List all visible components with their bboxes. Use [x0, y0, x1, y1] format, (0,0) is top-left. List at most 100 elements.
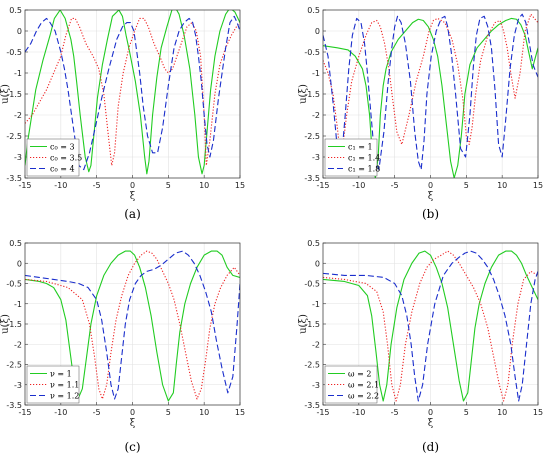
y-axis-label: u(ξ)	[298, 314, 309, 334]
x-tick-label: 10	[497, 408, 507, 417]
x-tick-label: -15	[18, 181, 31, 190]
legend-box	[324, 138, 378, 177]
y-tick-label: -2	[312, 111, 320, 120]
x-tick-label: 15	[533, 181, 543, 190]
plot-frame	[322, 9, 539, 179]
chart-panel: -15 -10 -5 0 5 10 15 0.5 0 -0.5 -1 -1.5 -2 -2.5 -3 -3.5…	[0, 6, 245, 221]
series-line	[323, 250, 538, 402]
series-line	[25, 250, 240, 400]
y-tick-label: 0.5	[9, 6, 22, 15]
x-tick-label: 0	[428, 181, 433, 190]
plot-frame	[24, 9, 241, 179]
y-tick-label: -2	[14, 340, 22, 349]
panel-caption: (a)	[124, 207, 141, 221]
series-line	[25, 10, 240, 175]
series-line	[323, 13, 538, 154]
x-tick-label: 5	[464, 181, 469, 190]
y-tick-label: -1.5	[304, 320, 320, 329]
x-tick-label: 15	[533, 408, 543, 417]
chart-panel: -15 -10 -5 0 5 10 15 0.5 0 -0.5 -1 -1.5 -2 -2.5 -3 -3.5…	[298, 239, 543, 454]
x-tick-label: 10	[199, 408, 209, 417]
x-tick-label: -15	[316, 181, 329, 190]
panel-caption: (c)	[124, 440, 140, 454]
y-tick-label: -3.5	[304, 174, 320, 183]
x-tick-label: -15	[18, 408, 31, 417]
y-tick-label: -1.5	[6, 90, 22, 99]
legend-label: c₁ = 1.4	[348, 154, 380, 163]
y-tick-label: -3.5	[304, 401, 320, 410]
y-tick-label: 0.5	[307, 6, 320, 15]
legend-label: c₀ = 3	[50, 143, 75, 152]
y-tick-label: -2	[312, 340, 320, 349]
y-tick-label: -1	[312, 69, 320, 78]
x-tick-label: 0	[130, 408, 135, 417]
y-tick-label: -2.5	[6, 361, 22, 370]
y-tick-label: 0	[17, 259, 22, 268]
x-tick-label: 15	[235, 181, 245, 190]
y-tick-label: -1.5	[6, 320, 22, 329]
chart-panel: -15 -10 -5 0 5 10 15 0.5 0 -0.5 -1 -1.5 -2 -2.5 -3 -3.5…	[298, 6, 543, 221]
series-line	[25, 15, 240, 171]
legend-box	[324, 365, 378, 404]
y-tick-label: 0.5	[307, 239, 320, 248]
y-tick-label: 0	[315, 27, 320, 36]
legend-label: c₁ = 1.8	[348, 165, 380, 174]
x-tick-label: -10	[352, 408, 365, 417]
y-tick-label: -0.5	[304, 280, 320, 289]
x-axis-label: ξ	[130, 418, 136, 429]
x-tick-label: 10	[497, 181, 507, 190]
x-tick-label: 15	[235, 408, 245, 417]
x-tick-label: -5	[391, 181, 399, 190]
x-tick-label: -10	[54, 181, 67, 190]
y-tick-label: 0	[315, 259, 320, 268]
y-tick-label: -0.5	[6, 48, 22, 57]
y-axis-label: u(ξ)	[0, 314, 11, 334]
panel-caption: (b)	[422, 207, 439, 221]
legend-label: c₁ = 1	[348, 143, 373, 152]
x-axis-label: ξ	[130, 191, 136, 202]
x-axis-label: ξ	[428, 418, 434, 429]
legend-label: ν = 1.2	[50, 392, 79, 401]
x-axis-label: ξ	[428, 191, 434, 202]
x-tick-label: -5	[93, 181, 101, 190]
y-tick-label: -1.5	[304, 90, 320, 99]
x-tick-label: -15	[316, 408, 329, 417]
y-tick-label: -1	[14, 69, 22, 78]
legend-box	[26, 138, 80, 177]
y-tick-label: -3	[14, 153, 22, 162]
x-tick-label: 5	[464, 408, 469, 417]
x-tick-label: -5	[93, 408, 101, 417]
legend-label: c₀ = 3.5	[50, 154, 82, 163]
y-tick-label: -2.5	[304, 132, 320, 141]
chart-panel: -15 -10 -5 0 5 10 15 0.5 0 -0.5 -1 -1.5 -2 -2.5 -3 -3.5…	[0, 239, 245, 454]
x-tick-label: 5	[166, 181, 171, 190]
y-tick-label: -2.5	[6, 132, 22, 141]
legend-label: ω = 2	[348, 370, 371, 379]
y-axis-label: u(ξ)	[0, 84, 11, 104]
x-tick-label: 0	[428, 408, 433, 417]
legend-label: ν = 1.1	[50, 381, 79, 390]
plot-frame	[24, 242, 241, 406]
legend-label: c₀ = 4	[50, 165, 75, 174]
y-tick-label: -3.5	[6, 174, 22, 183]
legend-label: ω = 2.1	[348, 381, 379, 390]
y-tick-label: -3	[312, 153, 320, 162]
y-tick-label: -3.5	[6, 401, 22, 410]
y-tick-label: -3	[14, 381, 22, 390]
y-tick-label: -2.5	[304, 361, 320, 370]
legend-box	[26, 365, 80, 404]
y-tick-label: -0.5	[304, 48, 320, 57]
x-tick-label: -5	[391, 408, 399, 417]
x-tick-label: 0	[130, 181, 135, 190]
y-tick-label: -0.5	[6, 280, 22, 289]
series-line	[25, 250, 240, 402]
x-tick-label: -10	[352, 181, 365, 190]
x-tick-label: 10	[199, 181, 209, 190]
y-tick-label: 0.5	[9, 239, 22, 248]
y-axis-label: u(ξ)	[298, 84, 309, 104]
legend-label: ν = 1	[50, 370, 72, 379]
legend-label: ω = 2.2	[348, 392, 379, 401]
y-tick-label: 0	[17, 27, 22, 36]
series-line	[323, 250, 538, 402]
